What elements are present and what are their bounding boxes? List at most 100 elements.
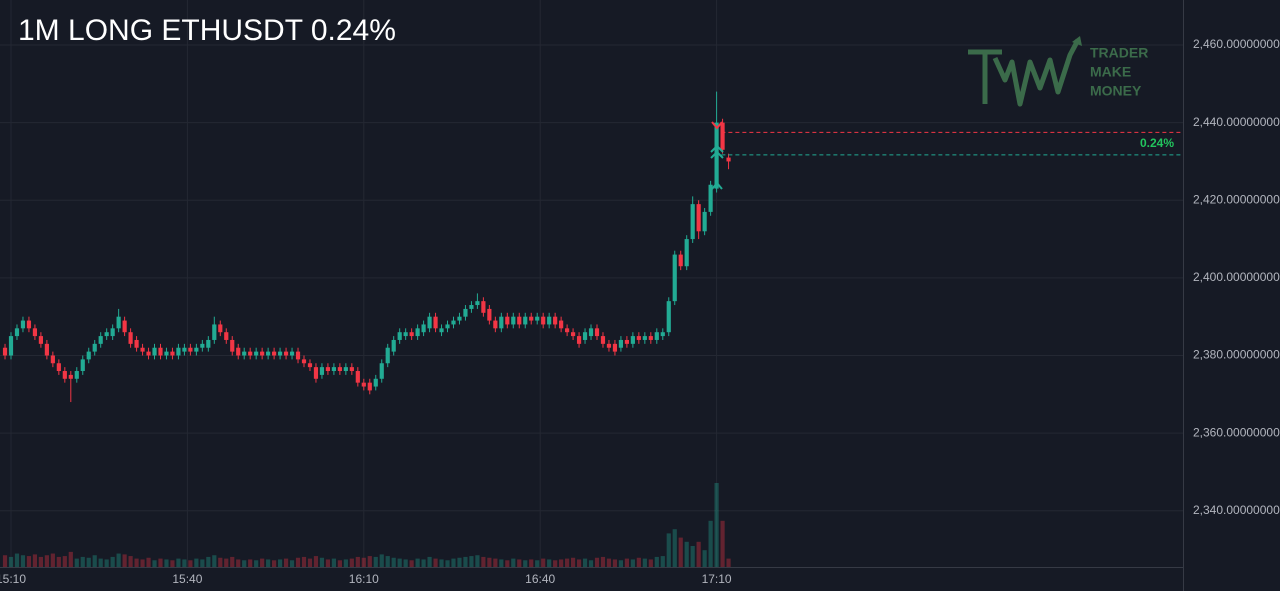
volume-bar [481, 556, 486, 567]
candle-body [104, 332, 109, 337]
candle-body [505, 316, 510, 325]
candle-body [385, 347, 390, 364]
y-tick-label: 2,340.00000000 [1193, 503, 1280, 517]
candle-body [606, 343, 612, 348]
volume-bar [403, 559, 408, 567]
candle-body [194, 347, 199, 352]
volume-bar [289, 560, 295, 567]
volume-bar [684, 541, 689, 567]
candle-body [307, 363, 313, 368]
candle-body [547, 316, 552, 325]
candle-body [600, 336, 606, 344]
volume-bar [457, 557, 462, 567]
candle-body [690, 204, 695, 240]
candle-body [660, 332, 665, 337]
volume-bar [714, 483, 719, 567]
candle-body [409, 332, 414, 337]
volume-bar [218, 557, 223, 567]
volume-bar [128, 556, 133, 567]
candle-body [50, 355, 55, 364]
volume-layer [2, 483, 731, 567]
volume-bar [158, 558, 163, 567]
candle-body [62, 371, 67, 379]
volume-bar [505, 560, 510, 567]
x-tick-label: 17:10 [702, 572, 732, 586]
candle-body [523, 316, 528, 325]
volume-bar [50, 553, 55, 567]
candle-body [134, 339, 139, 348]
y-tick-label: 2,440.00000000 [1193, 115, 1280, 129]
volume-bar [570, 557, 576, 567]
y-tick-label: 2,460.00000000 [1193, 37, 1280, 51]
volume-bar [20, 555, 26, 567]
candle-body [182, 347, 187, 352]
volume-bar [283, 558, 289, 567]
volume-bar [451, 558, 456, 567]
candle-body [499, 316, 504, 329]
volume-bar [200, 559, 205, 567]
logo: TRADER MAKE MONEY [968, 36, 1148, 107]
volume-bar [254, 560, 259, 567]
volume-bar [248, 559, 253, 567]
candle-body [128, 332, 133, 344]
volume-bar [487, 557, 492, 567]
candle-body [373, 378, 378, 387]
candle-body [367, 382, 372, 391]
candle-body [451, 320, 456, 325]
volume-bar [182, 559, 187, 567]
candle-body [361, 382, 366, 387]
volume-bar [170, 560, 175, 567]
candle-body [313, 367, 319, 379]
volume-bar [146, 557, 151, 567]
exit-marker [711, 121, 723, 130]
volume-bar [565, 558, 570, 567]
volume-bar [56, 556, 61, 567]
candle-body [457, 316, 462, 321]
volume-bar [206, 556, 211, 567]
volume-bar [164, 559, 169, 567]
candle-body [445, 324, 450, 329]
candle-body [242, 351, 247, 356]
volume-bar [493, 558, 498, 567]
volume-bar [224, 558, 229, 567]
volume-bar [523, 560, 528, 567]
volume-bar [14, 553, 20, 567]
logo-text: MONEY [1090, 83, 1142, 99]
candle-body [570, 332, 576, 337]
volume-bar [140, 559, 145, 567]
volume-bar [427, 556, 432, 567]
volume-bar [104, 559, 109, 567]
x-tick-label: 15:40 [172, 572, 202, 586]
candle-body [379, 363, 384, 379]
volume-bar [337, 560, 342, 567]
candle-body [158, 347, 163, 356]
volume-bar [295, 557, 301, 567]
volume-bar [553, 560, 558, 567]
candle-body [20, 320, 26, 329]
x-tick-label: 15:10 [0, 572, 26, 586]
volume-bar [421, 559, 426, 567]
candle-body [116, 316, 121, 329]
candle-body [212, 324, 217, 340]
volume-bar [349, 558, 354, 567]
volume-bar [152, 560, 157, 567]
volume-bar [517, 559, 522, 567]
volume-bar [266, 559, 271, 567]
volume-bar [397, 558, 402, 567]
candle-body [98, 336, 103, 344]
volume-bar [642, 558, 647, 567]
volume-bar [415, 558, 420, 567]
volume-bar [576, 559, 582, 567]
candle-body [654, 332, 659, 340]
volume-bar [343, 559, 348, 567]
volume-bar [606, 558, 612, 567]
logo-mark [968, 38, 1081, 107]
candle-body [475, 301, 480, 306]
volume-bar [535, 560, 540, 567]
volume-bar [600, 556, 606, 567]
candle-body [726, 157, 731, 162]
candle-body [224, 332, 229, 340]
y-tick-label: 2,420.00000000 [1193, 192, 1280, 206]
candle-body [529, 316, 534, 321]
